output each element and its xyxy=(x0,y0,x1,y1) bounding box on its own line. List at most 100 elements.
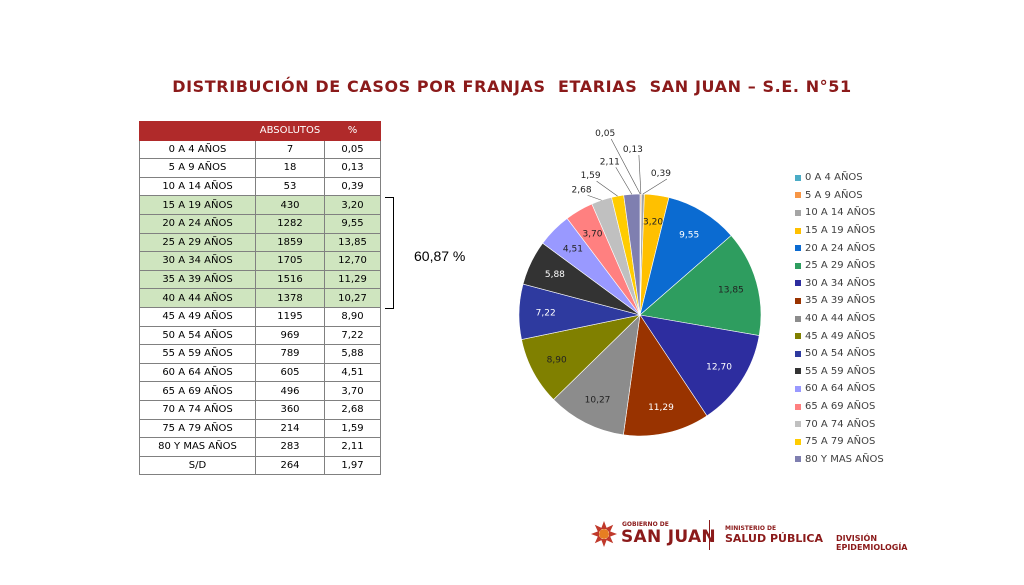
header-age-range xyxy=(139,121,256,141)
legend-item: 20 A 24 AÑOS xyxy=(795,239,884,257)
table-row: 25 A 29 AÑOS 1859 13,85 xyxy=(139,232,381,253)
table-row: 45 A 49 AÑOS 1195 8,90 xyxy=(139,306,381,327)
absolute-cell: 214 xyxy=(255,418,325,439)
data-label: 8,90 xyxy=(547,355,567,365)
absolute-cell: 264 xyxy=(255,455,325,476)
absolute-cell: 53 xyxy=(255,176,325,197)
table-row: 65 A 69 AÑOS 496 3,70 xyxy=(139,381,381,401)
legend-label: 5 A 9 AÑOS xyxy=(805,189,863,201)
legend-item: 30 A 34 AÑOS xyxy=(795,275,884,293)
age-range-cell: 40 A 44 AÑOS xyxy=(139,288,256,308)
legend-item: 15 A 19 AÑOS xyxy=(795,222,884,240)
gov-small-label: GOBIERNO DE xyxy=(622,521,669,528)
table-row: 5 A 9 AÑOS 18 0,13 xyxy=(139,158,381,178)
header-absolutos: ABSOLUTOS xyxy=(255,121,325,141)
absolute-cell: 496 xyxy=(255,381,325,401)
legend-swatch xyxy=(795,333,801,340)
absolute-cell: 360 xyxy=(255,399,325,420)
percent-cell: 3,70 xyxy=(324,381,381,401)
table-row: 35 A 39 AÑOS 1516 11,29 xyxy=(139,269,381,290)
data-label: 10,27 xyxy=(585,395,611,405)
absolute-cell: 1859 xyxy=(255,232,325,253)
legend-item: 25 A 29 AÑOS xyxy=(795,257,884,275)
legend-swatch xyxy=(795,350,801,357)
legend-swatch xyxy=(795,315,801,322)
age-range-cell: 30 A 34 AÑOS xyxy=(139,251,256,271)
absolute-cell: 969 xyxy=(255,325,325,346)
leader-line xyxy=(596,180,618,197)
age-range-cell: 65 A 69 AÑOS xyxy=(139,381,256,401)
percent-cell: 8,90 xyxy=(324,306,381,327)
chart-title: DISTRIBUCIÓN DE CASOS POR FRANJAS ETARIA… xyxy=(172,77,852,96)
legend-swatch xyxy=(795,368,801,375)
legend-item: 75 A 79 AÑOS xyxy=(795,433,884,451)
legend-swatch xyxy=(795,403,801,410)
legend-label: 15 A 19 AÑOS xyxy=(805,225,876,237)
ministry-small-label: MINISTERIO DE xyxy=(725,525,777,532)
gov-big-label: SAN JUAN xyxy=(621,527,716,547)
age-range-cell: 45 A 49 AÑOS xyxy=(139,306,256,327)
legend-label: 30 A 34 AÑOS xyxy=(805,277,876,289)
age-range-cell: 55 A 59 AÑOS xyxy=(139,344,256,364)
data-label: 1,59 xyxy=(581,171,601,181)
legend-label: 65 A 69 AÑOS xyxy=(805,401,876,413)
legend-swatch xyxy=(795,280,801,287)
legend-label: 60 A 64 AÑOS xyxy=(805,383,876,395)
age-range-cell: 75 A 79 AÑOS xyxy=(139,418,256,439)
data-label: 3,70 xyxy=(582,229,602,239)
legend-label: 75 A 79 AÑOS xyxy=(805,436,876,448)
table-row: 20 A 24 AÑOS 1282 9,55 xyxy=(139,213,381,234)
header-percent: % xyxy=(324,121,381,141)
percent-cell: 9,55 xyxy=(324,213,381,234)
legend-label: 40 A 44 AÑOS xyxy=(805,313,876,325)
percent-cell: 5,88 xyxy=(324,344,381,364)
percent-cell: 0,13 xyxy=(324,158,381,178)
data-label: 11,29 xyxy=(648,403,674,413)
absolute-cell: 283 xyxy=(255,437,325,457)
legend-item: 50 A 54 AÑOS xyxy=(795,345,884,363)
age-range-cell: 60 A 64 AÑOS xyxy=(139,362,256,383)
legend-swatch xyxy=(795,209,801,216)
age-range-cell: 5 A 9 AÑOS xyxy=(139,158,256,178)
legend-swatch xyxy=(795,297,801,304)
age-range-cell: 10 A 14 AÑOS xyxy=(139,176,256,197)
san-juan-sun-logo-icon xyxy=(591,521,617,547)
division-label: DIVISIÓN EPIDEMIOLOGÍA xyxy=(836,534,908,552)
table-row: 30 A 34 AÑOS 1705 12,70 xyxy=(139,251,381,271)
leader-line xyxy=(610,138,641,195)
table-header-row: ABSOLUTOS % xyxy=(139,121,381,141)
pie-slice xyxy=(639,314,760,417)
legend-swatch xyxy=(795,262,801,269)
legend-label: 0 A 4 AÑOS xyxy=(805,172,863,184)
age-range-cell: 70 A 74 AÑOS xyxy=(139,399,256,420)
age-range-cell: 50 A 54 AÑOS xyxy=(139,325,256,346)
percent-cell: 4,51 xyxy=(324,362,381,383)
table-row: 75 A 79 AÑOS 214 1,59 xyxy=(139,418,381,439)
legend-swatch xyxy=(795,385,801,392)
data-label: 2,11 xyxy=(600,157,620,167)
legend-item: 60 A 64 AÑOS xyxy=(795,380,884,398)
absolute-cell: 1282 xyxy=(255,213,325,234)
percent-cell: 0,39 xyxy=(324,176,381,197)
absolute-cell: 18 xyxy=(255,158,325,178)
percent-cell: 7,22 xyxy=(324,325,381,346)
legend-item: 80 Y MAS AÑOS xyxy=(795,451,884,469)
table-body: 0 A 4 AÑOS 7 0,05 5 A 9 AÑOS 18 0,13 10 A 14 A… xyxy=(139,139,381,476)
footer-logos: GOBIERNO DE SAN JUAN MINISTERIO DE SALUD… xyxy=(590,518,950,554)
table-row: 15 A 19 AÑOS 430 3,20 xyxy=(139,195,381,215)
table-row: 40 A 44 AÑOS 1378 10,27 xyxy=(139,288,381,308)
age-range-cell: 35 A 39 AÑOS xyxy=(139,269,256,290)
bracket-line xyxy=(385,197,394,309)
legend-item: 0 A 4 AÑOS xyxy=(795,169,884,187)
absolute-cell: 430 xyxy=(255,195,325,215)
absolute-cell: 1705 xyxy=(255,251,325,271)
table-row: 70 A 74 AÑOS 360 2,68 xyxy=(139,399,381,420)
percent-cell: 2,11 xyxy=(324,437,381,457)
percent-cell: 12,70 xyxy=(324,251,381,271)
legend-swatch xyxy=(795,227,801,234)
table-row: 60 A 64 AÑOS 605 4,51 xyxy=(139,362,381,383)
legend-item: 65 A 69 AÑOS xyxy=(795,398,884,416)
percent-cell: 1,97 xyxy=(324,455,381,476)
pie-slice xyxy=(553,314,641,436)
absolute-cell: 7 xyxy=(255,139,325,160)
